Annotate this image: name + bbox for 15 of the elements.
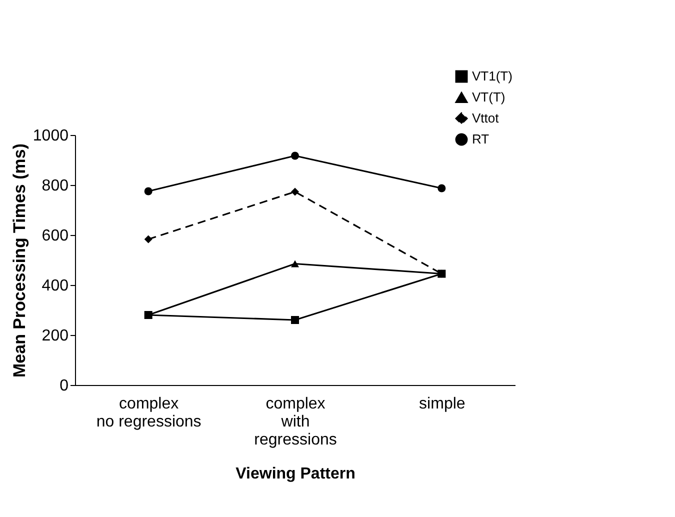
y-tick-label: 800 [42,178,69,194]
x-tick-label: complex no regressions [96,396,202,430]
y-tick-label: 0 [60,378,69,394]
x-tick-label: complex with regressions [254,396,337,448]
legend-label: VT1(T) [472,68,512,84]
x-tick-label: simple [419,396,466,412]
legend-label: RT [472,132,490,146]
y-tick-label: 1000 [32,128,69,144]
legend-label: VT(T) [472,90,506,104]
y-tick-label: 400 [42,278,69,294]
y-tick-label: 600 [42,228,69,244]
y-axis-title: Mean Processing Times (ms) [10,144,29,378]
legend-label: Vttot [472,110,500,126]
y-tick-label: 200 [42,328,69,344]
x-axis-title: Viewing Pattern [236,466,356,482]
